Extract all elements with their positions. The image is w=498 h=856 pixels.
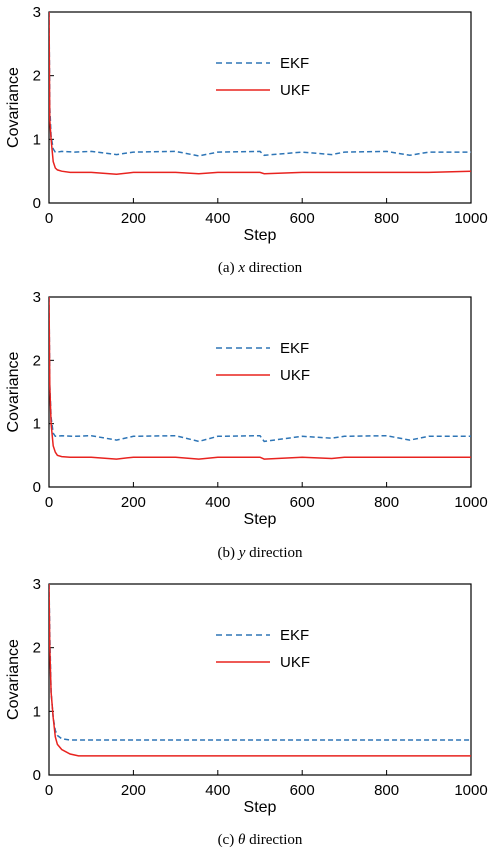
y-tick-label: 0 xyxy=(33,479,41,496)
caption-suffix: direction xyxy=(245,545,303,561)
caption-symbol: x xyxy=(237,260,245,276)
x-tick-label: 1000 xyxy=(454,782,487,799)
chart-panel-3: 0 200 400 600 800 1000 0 1 2 3 Step Covariance EKF UK… xyxy=(5,576,488,848)
x-tick-label: 0 xyxy=(45,494,53,511)
y-axis-label: Covariance xyxy=(5,67,22,148)
y-tick-label: 1 xyxy=(33,131,41,148)
legend-label-ukf: UKF xyxy=(280,367,310,384)
x-tick-label: 200 xyxy=(121,210,146,227)
x-tick-label: 800 xyxy=(374,210,399,227)
x-tick-label: 1000 xyxy=(454,210,487,227)
y-tick-label: 3 xyxy=(33,4,41,21)
plot-frame xyxy=(48,583,472,776)
x-tick-label: 600 xyxy=(290,494,315,511)
y-axis-label: Covariance xyxy=(5,351,22,432)
x-tick-label: 0 xyxy=(45,782,53,799)
y-tick-label: 3 xyxy=(33,289,41,306)
legend-label-ekf: EKF xyxy=(280,55,309,72)
legend-label-ekf: EKF xyxy=(280,340,309,357)
y-axis-label: Covariance xyxy=(5,639,22,720)
series-line-ukf xyxy=(49,584,471,757)
series-line-ekf xyxy=(49,297,471,443)
x-tick-label: 800 xyxy=(374,494,399,511)
series-line-ukf xyxy=(49,297,471,460)
caption-prefix: (c) xyxy=(218,832,238,848)
x-tick-label: 200 xyxy=(121,782,146,799)
y-tick-label: 1 xyxy=(33,416,41,433)
y-tick-label: 2 xyxy=(33,352,41,369)
panel-caption: (b) y direction xyxy=(218,545,303,561)
caption-symbol: y xyxy=(237,545,246,561)
chart-panel-1: 0 200 400 600 800 1000 0 1 2 3 Step Covariance EKF UK… xyxy=(5,4,488,276)
y-tick-label: 0 xyxy=(33,767,41,784)
x-axis-label: Step xyxy=(244,511,277,528)
y-tick-label: 3 xyxy=(33,576,41,593)
x-tick-label: 600 xyxy=(290,210,315,227)
caption-symbol: θ xyxy=(238,832,246,848)
x-tick-label: 400 xyxy=(205,494,230,511)
caption-prefix: (a) xyxy=(218,260,238,276)
caption-prefix: (b) xyxy=(218,545,239,561)
x-tick-label: 0 xyxy=(45,210,53,227)
y-tick-label: 2 xyxy=(33,68,41,85)
x-tick-label: 400 xyxy=(205,210,230,227)
legend-label-ukf: UKF xyxy=(280,82,310,99)
x-tick-label: 400 xyxy=(205,782,230,799)
series-line-ukf xyxy=(49,12,471,176)
x-tick-label: 600 xyxy=(290,782,315,799)
y-tick-label: 1 xyxy=(33,703,41,720)
series-line-ekf xyxy=(49,12,471,157)
caption-suffix: direction xyxy=(245,260,303,276)
panel-caption: (c) θ direction xyxy=(218,832,303,848)
x-axis-label: Step xyxy=(244,799,277,816)
panel-caption: (a) x direction xyxy=(218,260,303,276)
x-tick-label: 200 xyxy=(121,494,146,511)
x-axis-label: Step xyxy=(244,227,277,244)
x-tick-label: 800 xyxy=(374,782,399,799)
y-tick-label: 2 xyxy=(33,640,41,657)
plot-frame xyxy=(48,296,472,488)
x-tick-label: 1000 xyxy=(454,494,487,511)
legend-label-ukf: UKF xyxy=(280,654,310,671)
legend-label-ekf: EKF xyxy=(280,627,309,644)
caption-suffix: direction xyxy=(245,832,303,848)
chart-panel-2: 0 200 400 600 800 1000 0 1 2 3 Step Covariance EKF UK… xyxy=(5,289,488,561)
y-tick-label: 0 xyxy=(33,195,41,212)
